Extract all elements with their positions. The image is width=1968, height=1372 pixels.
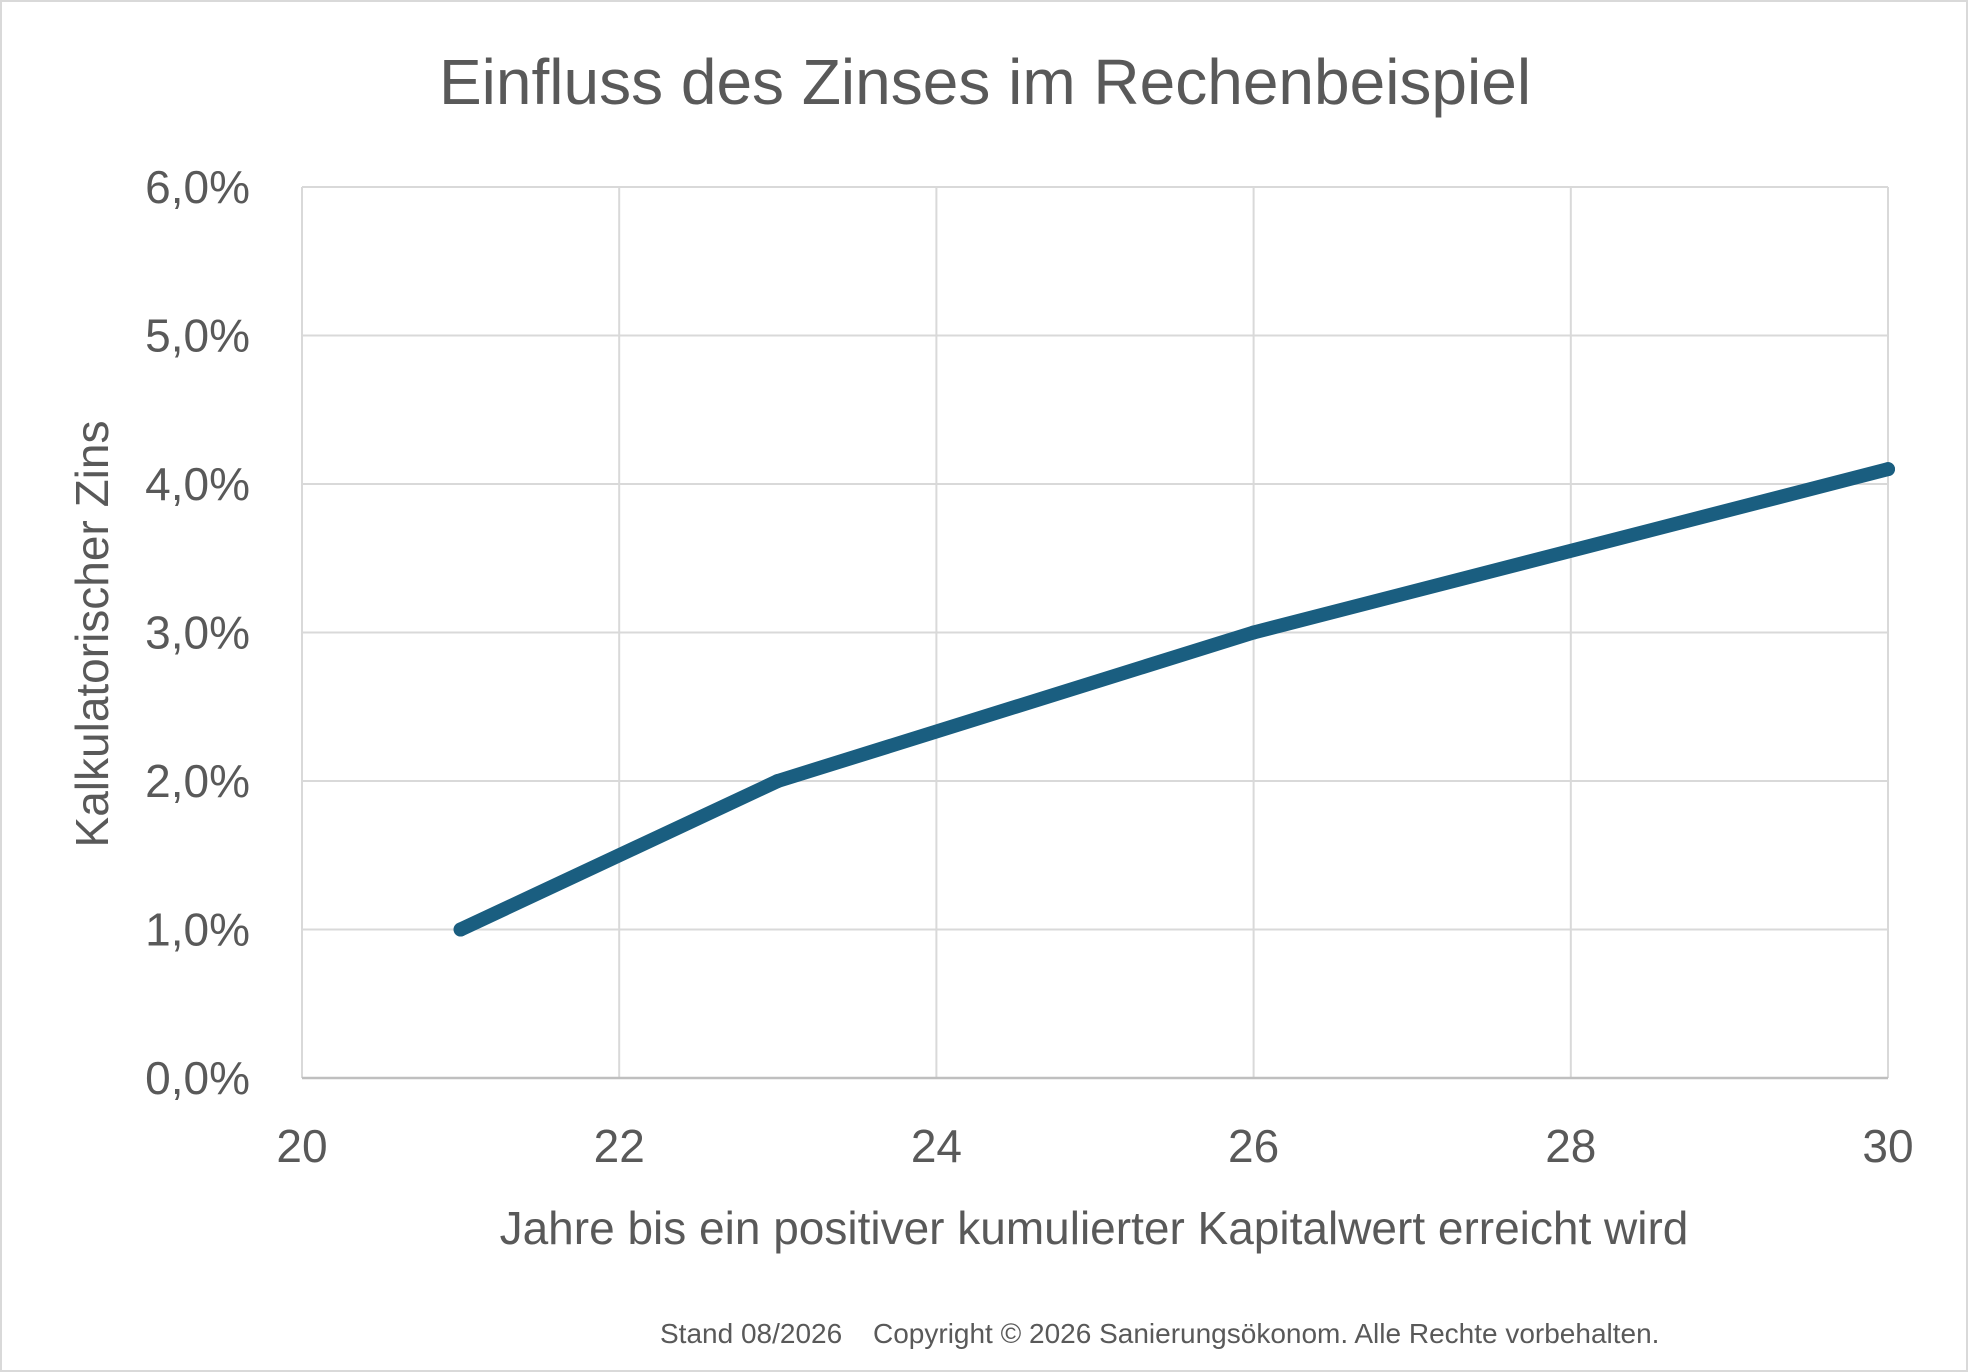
x-tick-label: 30 — [1862, 1120, 1913, 1172]
data-point — [1881, 462, 1895, 477]
y-tick-label: 5,0% — [145, 310, 250, 362]
y-tick-label: 0,0% — [145, 1052, 250, 1104]
x-tick-label: 24 — [911, 1120, 962, 1172]
y-tick-label: 1,0% — [145, 904, 250, 956]
data-point — [453, 922, 468, 937]
y-axis-label: Kalkulatorischer Zins — [66, 421, 118, 848]
grid-layer — [301, 186, 1889, 1078]
footer-copyright: Copyright © 2026 Sanierungsökonom. Alle … — [873, 1318, 1659, 1349]
x-tick-label: 28 — [1545, 1120, 1596, 1172]
y-tick-label: 6,0% — [145, 161, 250, 213]
y-tick-label: 2,0% — [145, 755, 250, 807]
chart-title: Einfluss des Zinses im Rechenbeispiel — [439, 46, 1531, 118]
y-tick-label: 4,0% — [145, 458, 250, 510]
x-tick-label: 22 — [594, 1120, 645, 1172]
series-line-0 — [453, 462, 1895, 937]
data-point — [770, 774, 785, 788]
tick-labels: 0,0% 1,0% 2,0% 3,0% 4,0% 5,0% 6,0% 20 22 24 26 28 30 — [145, 161, 1913, 1172]
footer-stand: Stand 08/2026 — [660, 1318, 842, 1349]
series-layer — [453, 462, 1895, 937]
x-axis-label: Jahre bis ein positiver kumulierter Kapi… — [500, 1202, 1689, 1254]
x-tick-label: 20 — [276, 1120, 327, 1172]
x-tick-label: 26 — [1228, 1120, 1279, 1172]
data-point — [1246, 625, 1261, 640]
y-tick-label: 3,0% — [145, 607, 250, 659]
